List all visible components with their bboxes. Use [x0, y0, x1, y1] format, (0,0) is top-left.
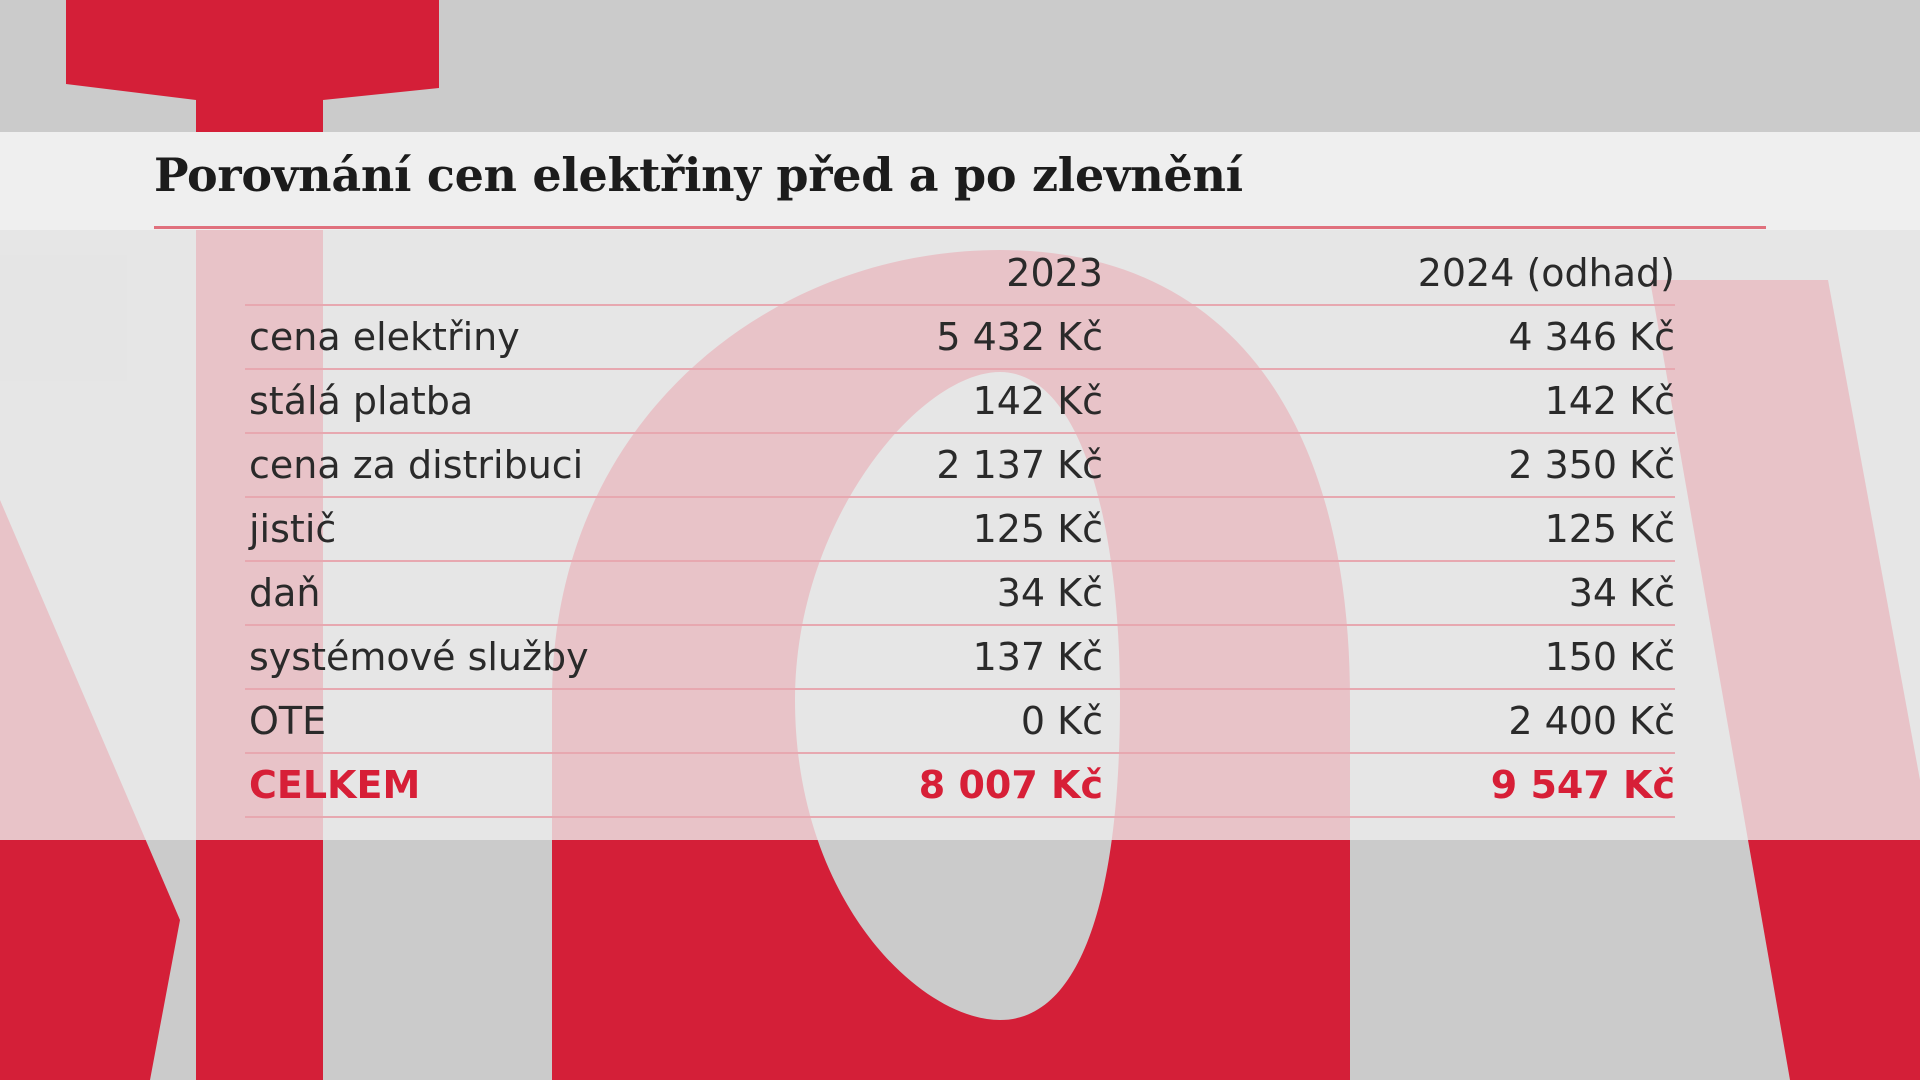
title-band: [0, 132, 1920, 230]
table-row: cena elektřiny 5 432 Kč 4 346 Kč: [245, 306, 1675, 370]
value-2024: 2 350 Kč: [1508, 443, 1675, 487]
table-row: OTE 0 Kč 2 400 Kč: [245, 690, 1675, 754]
chart-title: Porovnání cen elektřiny před a po zlevně…: [154, 148, 1243, 202]
value-2024: 4 346 Kč: [1508, 315, 1675, 359]
row-label: systémové služby: [249, 635, 589, 679]
total-2024: 9 547 Kč: [1490, 763, 1675, 807]
value-2024: 150 Kč: [1544, 635, 1675, 679]
value-2024: 142 Kč: [1544, 379, 1675, 423]
table-row: systémové služby 137 Kč 150 Kč: [245, 626, 1675, 690]
value-2023: 34 Kč: [996, 571, 1103, 615]
row-label: daň: [249, 571, 321, 615]
table-panel: [0, 230, 1920, 840]
table-total-row: CELKEM 8 007 Kč 9 547 Kč: [245, 754, 1675, 818]
value-2023: 2 137 Kč: [936, 443, 1103, 487]
row-label: jistič: [249, 507, 337, 551]
header-2023: 2023: [1006, 251, 1103, 295]
value-2023: 142 Kč: [972, 379, 1103, 423]
value-2024: 34 Kč: [1568, 571, 1675, 615]
value-2023: 0 Kč: [1020, 699, 1103, 743]
row-label: cena za distribuci: [249, 443, 584, 487]
value-2023: 5 432 Kč: [936, 315, 1103, 359]
value-2023: 137 Kč: [972, 635, 1103, 679]
table-row: stálá platba 142 Kč 142 Kč: [245, 370, 1675, 434]
table-row: jistič 125 Kč 125 Kč: [245, 498, 1675, 562]
comparison-table: 2023 2024 (odhad) cena elektřiny 5 432 K…: [245, 244, 1675, 818]
row-label: OTE: [249, 699, 327, 743]
table-row: cena za distribuci 2 137 Kč 2 350 Kč: [245, 434, 1675, 498]
total-label: CELKEM: [249, 763, 421, 807]
table-row: daň 34 Kč 34 Kč: [245, 562, 1675, 626]
table-header-row: 2023 2024 (odhad): [245, 244, 1675, 306]
value-2024: 125 Kč: [1544, 507, 1675, 551]
title-underline: [154, 226, 1766, 229]
row-label: cena elektřiny: [249, 315, 520, 359]
total-2023: 8 007 Kč: [918, 763, 1103, 807]
header-2024-estimate: 2024 (odhad): [1417, 251, 1675, 295]
value-2024: 2 400 Kč: [1508, 699, 1675, 743]
value-2023: 125 Kč: [972, 507, 1103, 551]
row-label: stálá platba: [249, 379, 474, 423]
